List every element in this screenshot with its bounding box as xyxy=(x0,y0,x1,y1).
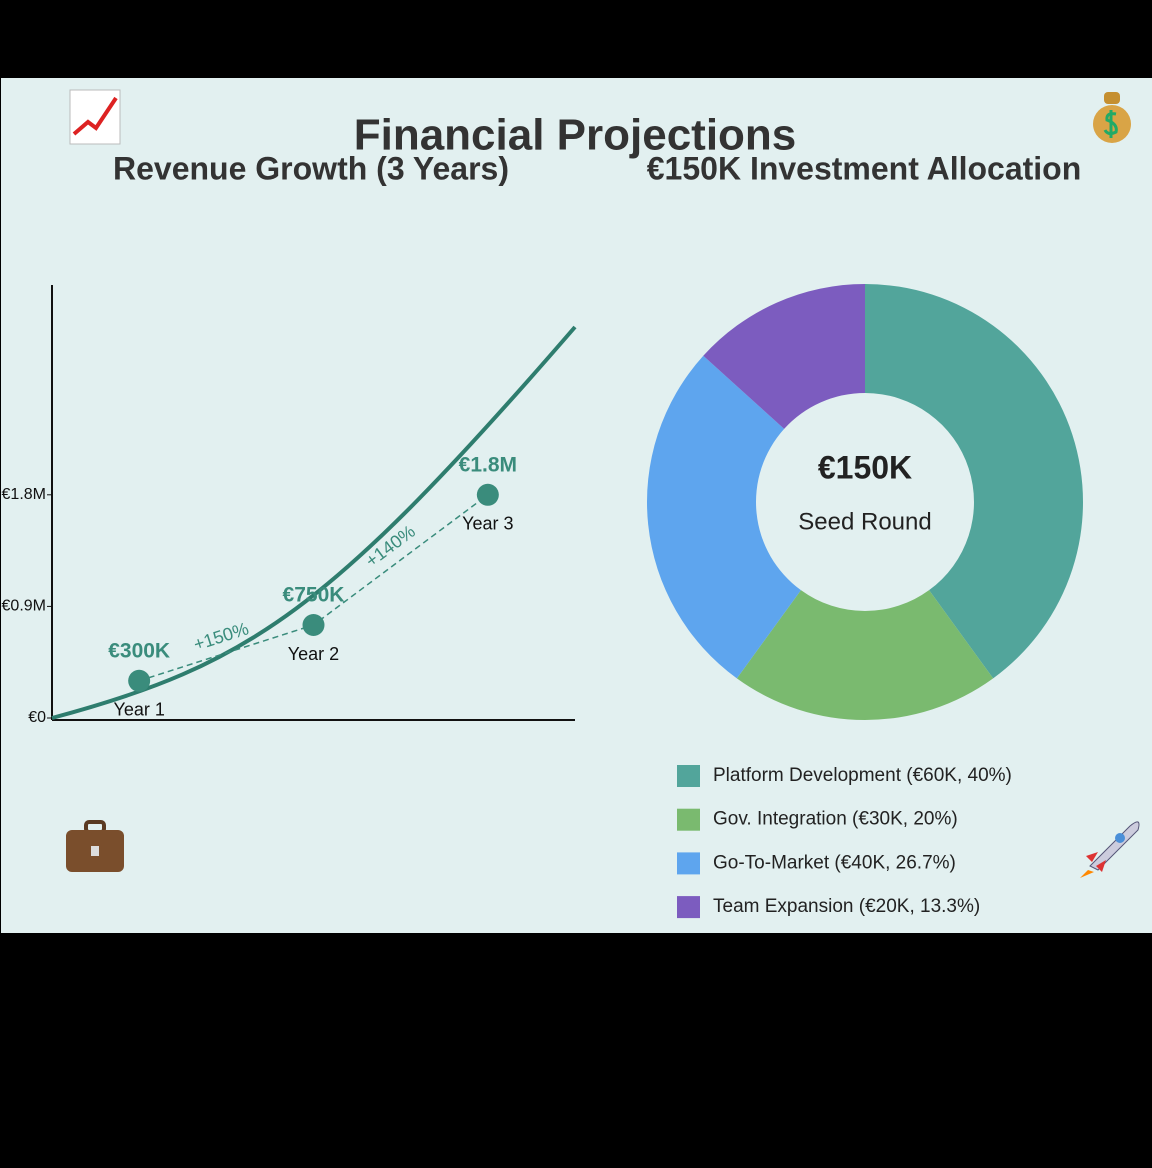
donut-slice xyxy=(736,590,994,721)
trend-curve xyxy=(51,325,577,720)
donut-slice xyxy=(646,355,801,679)
legend-label: Go-To-Market (€40K, 26.7%) xyxy=(713,852,956,873)
category-label: Year 2 xyxy=(288,644,339,664)
donut-slice xyxy=(703,284,865,429)
money-bag-icon xyxy=(1093,92,1131,143)
slide-background xyxy=(1,78,1152,933)
value-label: €1.8M xyxy=(459,453,517,476)
chart-title: Revenue Growth (3 Years) xyxy=(113,150,509,186)
legend-swatch xyxy=(677,808,700,831)
legend-swatch xyxy=(677,765,700,787)
data-point xyxy=(302,614,325,636)
legend-swatch xyxy=(677,896,700,919)
y-tick-label: €1.8M xyxy=(2,486,46,503)
y-tick-label: €0.9M xyxy=(2,598,46,615)
center-value: €150K xyxy=(818,449,912,485)
data-point xyxy=(476,483,499,506)
chart-icon xyxy=(69,89,121,145)
donut-slice xyxy=(865,284,1083,679)
value-label: €300K xyxy=(108,639,170,662)
value-label: €750K xyxy=(283,584,345,607)
data-point xyxy=(128,669,151,692)
legend-label: Gov. Integration (€30K, 20%) xyxy=(713,809,958,830)
legend-swatch xyxy=(677,852,700,875)
center-subtitle: Seed Round xyxy=(798,508,931,535)
y-tick-label: €0 xyxy=(28,709,46,726)
legend-label: Platform Development (€60K, 40%) xyxy=(713,765,1012,786)
briefcase-icon xyxy=(66,820,124,872)
page-title: Financial Projections xyxy=(354,111,797,160)
chart-title: €150K Investment Allocation xyxy=(647,150,1082,186)
legend-label: Team Expansion (€20K, 13.3%) xyxy=(713,896,980,917)
category-label: Year 3 xyxy=(462,514,513,534)
rocket-icon xyxy=(1080,821,1140,878)
category-label: Year 1 xyxy=(113,700,164,720)
